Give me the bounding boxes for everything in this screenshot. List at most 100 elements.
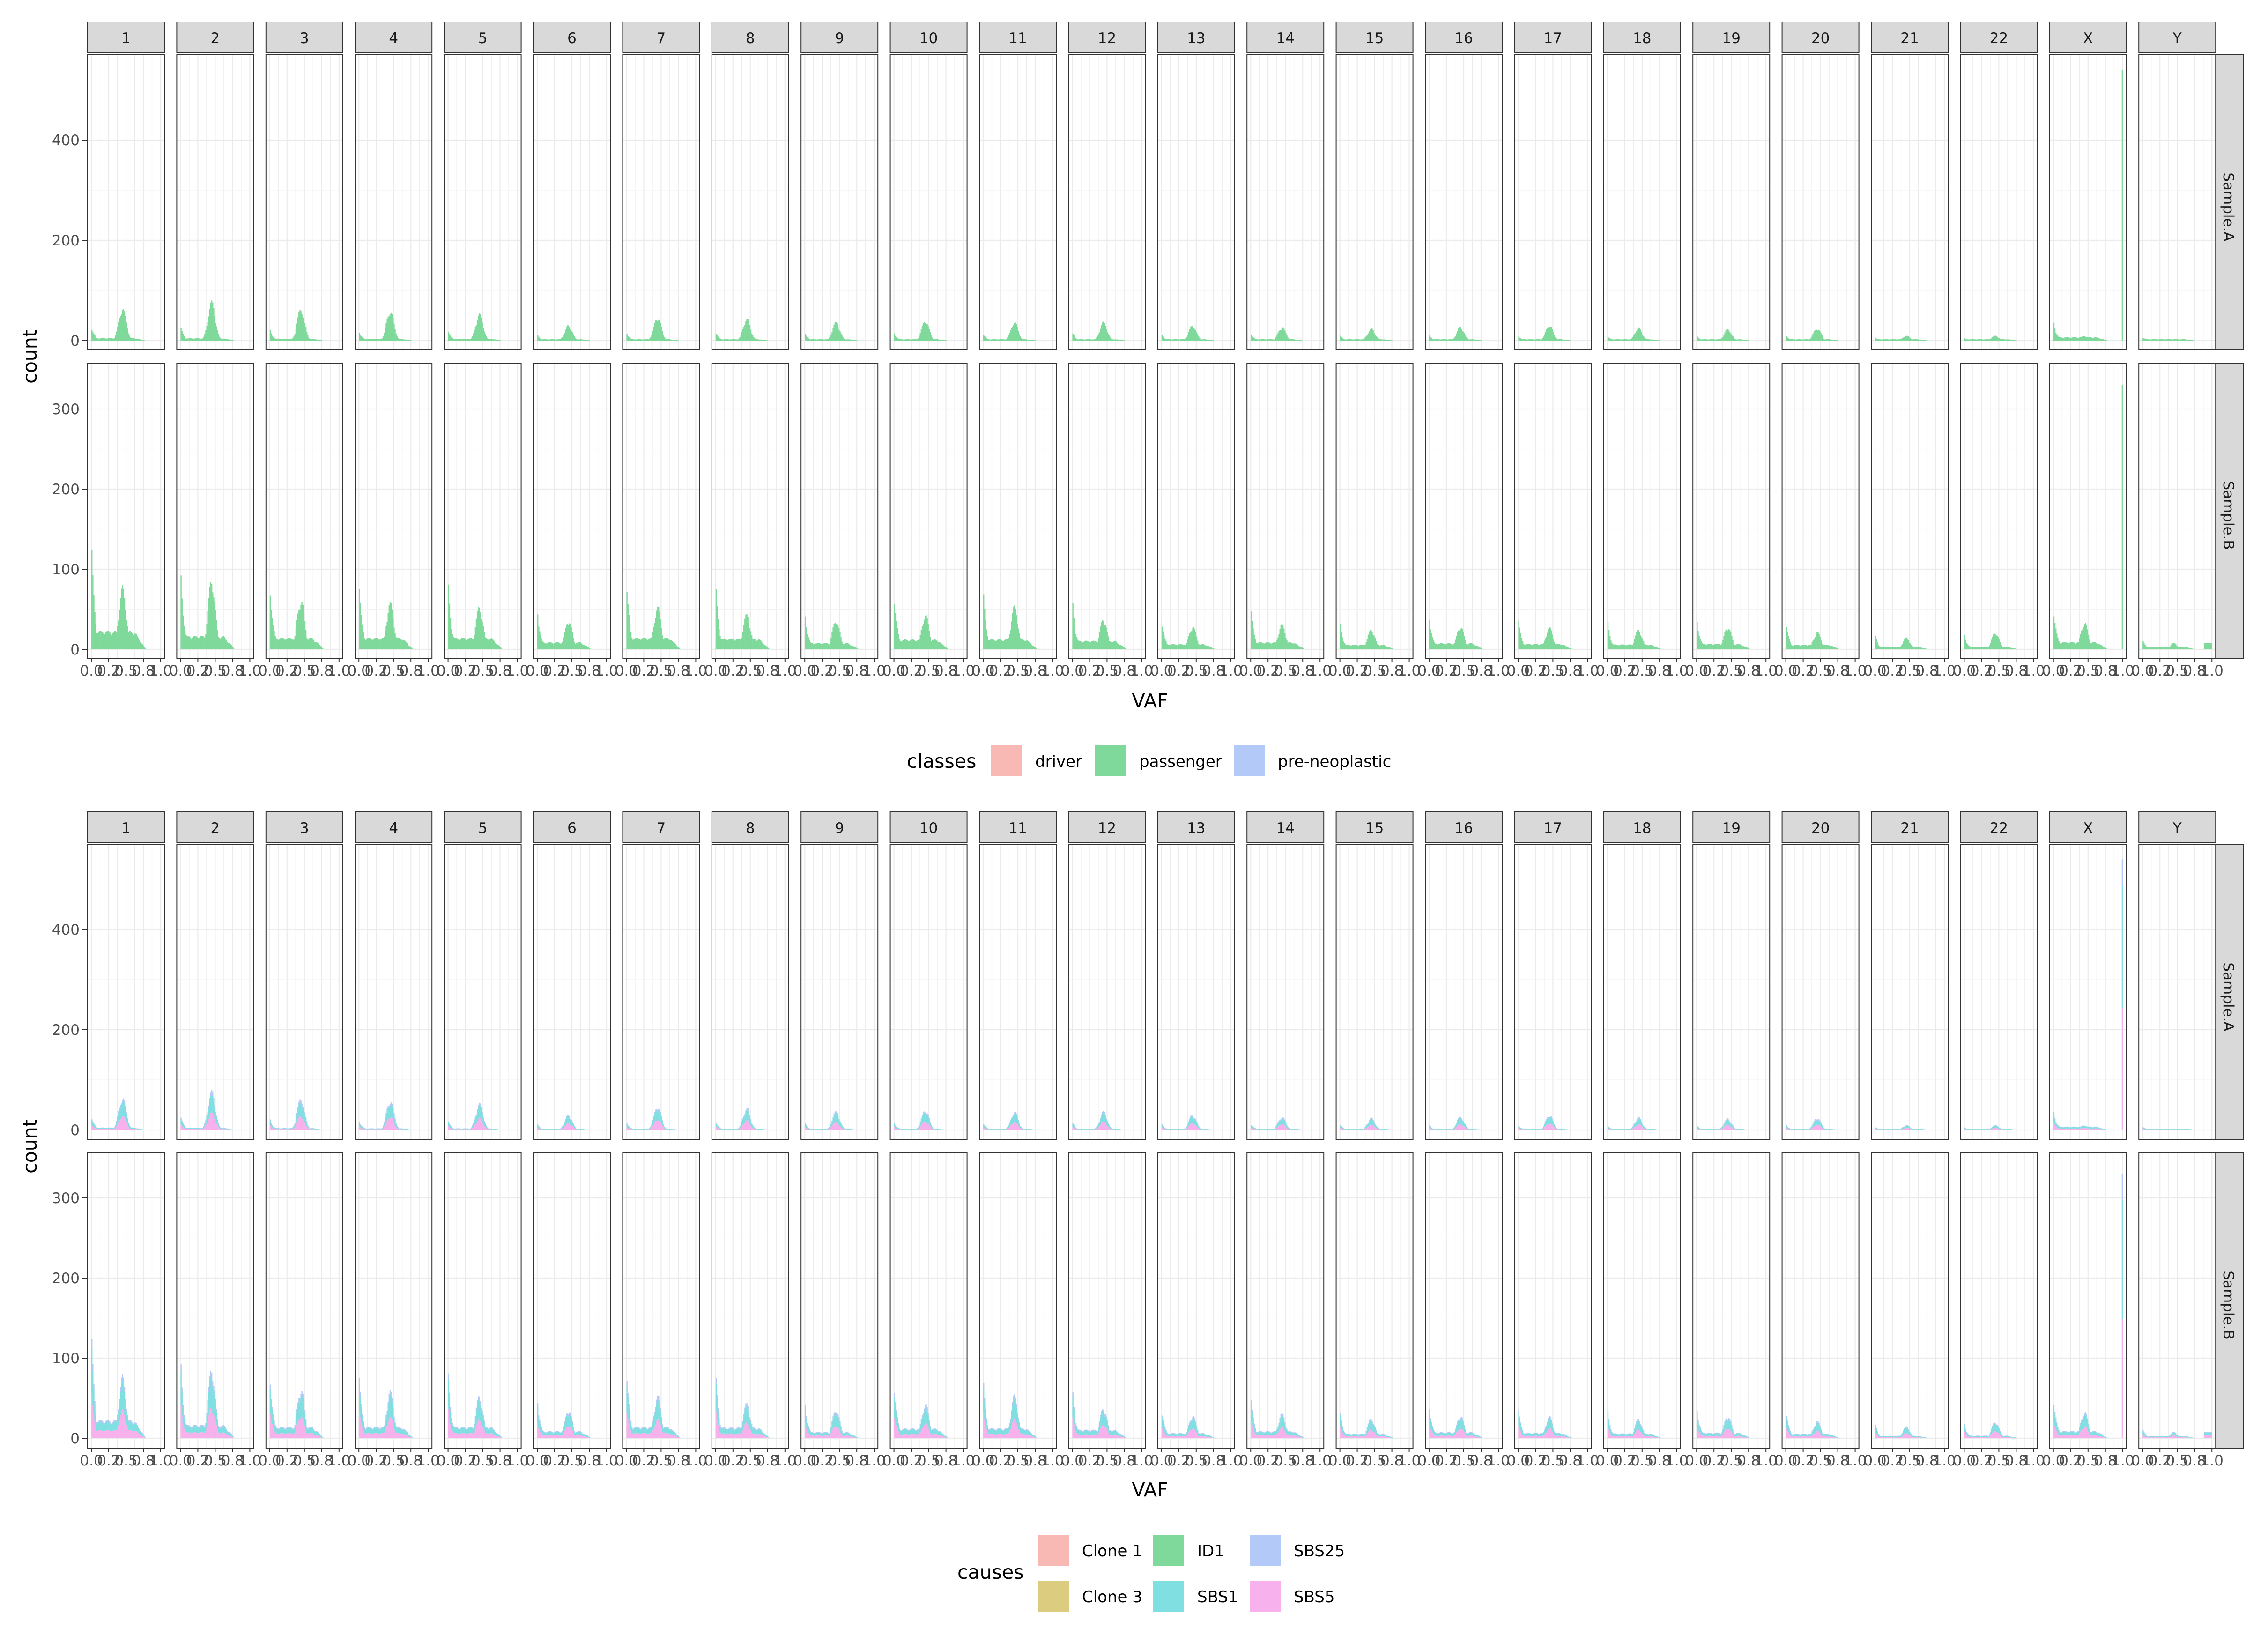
- histogram-bar: [219, 638, 221, 649]
- histogram-bar-sbs25: [537, 1124, 539, 1125]
- histogram-bar: [1563, 339, 1564, 341]
- histogram-bar: [1030, 644, 1032, 649]
- histogram-bar: [1708, 644, 1710, 649]
- histogram-bar: [1810, 337, 1812, 341]
- histogram-bar: [1467, 338, 1468, 341]
- facet-strip-label: 8: [746, 820, 755, 837]
- histogram-bar: [226, 640, 228, 649]
- histogram-bar: [2008, 647, 2009, 649]
- histogram-bar: [2015, 340, 2016, 341]
- histogram-bar-sbs25: [573, 1123, 574, 1124]
- histogram-bar: [1801, 645, 1803, 649]
- histogram-bar: [273, 337, 274, 341]
- histogram-bar: [543, 642, 545, 649]
- histogram-bar: [1544, 334, 1545, 341]
- histogram-bar: [671, 339, 672, 341]
- histogram-bar: [756, 640, 757, 649]
- histogram-bar: [1015, 322, 1016, 341]
- histogram-bar: [299, 609, 301, 649]
- histogram-bar: [1294, 643, 1296, 649]
- histogram-bar-sbs5: [452, 1129, 453, 1130]
- panel-border: [87, 844, 165, 1140]
- histogram-bar: [2184, 339, 2186, 341]
- histogram-bar-sbs5: [384, 1126, 385, 1130]
- histogram-bar: [409, 340, 411, 341]
- histogram-bar: [462, 638, 463, 649]
- histogram-bar: [2006, 339, 2007, 341]
- panel-border: [1960, 54, 2038, 350]
- histogram-bar-sbs5: [203, 1128, 205, 1130]
- histogram-bar: [1542, 644, 1543, 649]
- histogram-bar: [565, 329, 566, 341]
- histogram-bar: [1264, 643, 1266, 649]
- histogram-bar: [830, 638, 832, 649]
- histogram-bar-sbs25: [125, 1105, 126, 1108]
- histogram-bar: [991, 639, 993, 649]
- histogram-bar-sbs25: [208, 1106, 210, 1108]
- histogram-bar-sbs5: [482, 1124, 484, 1130]
- histogram-bar: [2104, 647, 2105, 649]
- histogram-bar: [997, 639, 999, 649]
- histogram-bar: [284, 639, 286, 649]
- histogram-bar-sbs5: [133, 1129, 134, 1130]
- histogram-bar-sbs25: [361, 1125, 362, 1126]
- histogram-bar: [182, 615, 184, 649]
- histogram-bar: [1523, 339, 1525, 341]
- histogram-bar-sbs5: [459, 1129, 460, 1130]
- x-tick-label: 0.0: [971, 662, 994, 679]
- histogram-bar: [1887, 647, 1888, 649]
- histogram-bar: [2100, 339, 2101, 341]
- histogram-bar: [1078, 339, 1080, 341]
- facet-strip: [979, 22, 1057, 53]
- histogram-bar: [643, 339, 645, 341]
- histogram-bar: [2209, 643, 2210, 649]
- histogram-bar: [2161, 339, 2163, 341]
- facet-strip: [1514, 22, 1592, 53]
- histogram-bar-sbs25: [479, 1102, 480, 1106]
- histogram-bar: [984, 336, 986, 341]
- histogram-bar: [1972, 647, 1973, 649]
- histogram-bar: [387, 613, 389, 649]
- histogram-bar: [227, 642, 229, 649]
- histogram-bar-sbs1: [95, 1126, 96, 1129]
- histogram-bar: [1210, 647, 1211, 649]
- histogram-bar: [1546, 636, 1548, 649]
- histogram-bar-sbs5: [293, 1128, 295, 1130]
- histogram-bar: [1195, 329, 1197, 341]
- histogram-bar: [638, 638, 640, 649]
- x-tick-label: 0.5: [650, 662, 673, 679]
- histogram-bar: [845, 643, 847, 649]
- histogram-bar: [1980, 339, 1981, 341]
- histogram-bar-sbs1: [493, 1129, 495, 1130]
- histogram-bar: [1906, 638, 1908, 649]
- histogram-bar: [1723, 335, 1725, 341]
- x-tick-label: 1.0: [1487, 662, 1510, 679]
- histogram-bar: [1295, 340, 1297, 341]
- histogram-bar: [1449, 643, 1450, 649]
- histogram-bar: [752, 638, 754, 649]
- histogram-bar: [2155, 647, 2157, 649]
- histogram-bar: [1820, 333, 1822, 341]
- x-tick-label: 0.2: [97, 662, 120, 679]
- histogram-bar: [1561, 645, 1562, 649]
- histogram-bar: [768, 647, 770, 649]
- histogram-bar: [1165, 641, 1167, 649]
- histogram-bar: [1880, 647, 1881, 649]
- histogram-bar: [410, 340, 412, 341]
- histogram-bar: [1904, 337, 1905, 341]
- panel-border: [176, 844, 254, 1140]
- histogram-bar: [1567, 340, 1568, 341]
- facet-strip: [1781, 811, 1860, 843]
- histogram-bar: [228, 339, 230, 341]
- histogram-bar-sbs1: [363, 1127, 364, 1129]
- histogram-bar: [397, 338, 399, 341]
- histogram-bar-sbs5: [121, 1118, 122, 1130]
- histogram-bar: [479, 607, 480, 649]
- histogram-bar: [1724, 632, 1726, 649]
- histogram-bar: [197, 338, 199, 341]
- histogram-bar: [987, 636, 988, 649]
- histogram-bar: [627, 336, 629, 341]
- histogram-bar: [2006, 647, 2007, 649]
- histogram-bar: [1087, 339, 1089, 341]
- histogram-bar: [231, 645, 232, 649]
